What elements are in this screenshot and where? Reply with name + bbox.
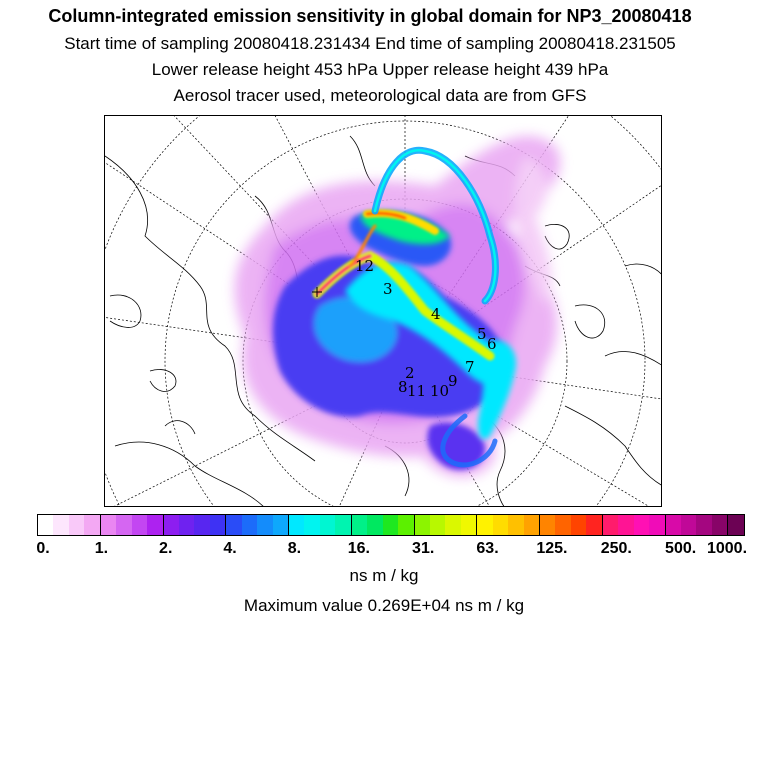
release-point-marker (312, 287, 322, 297)
colorbar (37, 514, 745, 536)
colorbar-tick-label: 0. (36, 540, 50, 557)
sensitivity-map: 12 3 4 5 6 7 8 9 10 11 2 (104, 115, 662, 507)
sensitivity-plume-cyan (345, 262, 506, 386)
tracer-info-line: Aerosol tracer used, meteorological data… (173, 86, 587, 105)
colorbar-ticks: 0. 1. 2. 4. 8. 16. 31. 63. 125. 250. 500. 1000. (0, 540, 768, 560)
colorbar-tick-label: 2. (159, 540, 173, 557)
trajectory-label: 10 (430, 382, 449, 400)
colorbar-segment (633, 515, 650, 535)
colorbar-tick-label: 4. (223, 540, 237, 557)
colorbar-segment (492, 515, 509, 535)
colorbar-segment (178, 515, 195, 535)
colorbar-segment (508, 515, 524, 535)
units-label: ns m / kg (349, 566, 419, 585)
colorbar-segment (257, 515, 273, 535)
colorbar-segment (272, 515, 289, 535)
colorbar-segment (319, 515, 336, 535)
colorbar-segment (711, 515, 729, 535)
trajectory-label: 5 (477, 325, 487, 343)
colorbar-segment (226, 515, 242, 535)
colorbar-segment (555, 515, 571, 535)
colorbar-segment (602, 515, 619, 535)
colorbar-segment (68, 515, 85, 535)
release-height-line: Lower release height 453 hPa Upper relea… (151, 60, 609, 79)
colorbar-segment (586, 515, 603, 535)
colorbar-segment (460, 515, 478, 535)
colorbar-tick-label: 63. (476, 540, 499, 557)
colorbar-segment (53, 515, 69, 535)
colorbar-segment (100, 515, 117, 535)
colorbar-tick-label: 8. (287, 540, 302, 557)
colorbar-segment (445, 515, 461, 535)
colorbar-segment (429, 515, 446, 535)
trajectory-label: 6 (487, 335, 497, 353)
map-title: Column-integrated emission sensitivity i… (48, 6, 692, 26)
trajectory-label: 3 (383, 280, 393, 298)
colorbar-segment (728, 515, 744, 535)
colorbar-tick-label: 250. (600, 540, 632, 557)
colorbar-segment (696, 515, 712, 535)
trajectory-label: 7 (465, 358, 475, 376)
colorbar-segment (289, 515, 305, 535)
colorbar-segment (523, 515, 540, 535)
colorbar-segment (84, 515, 101, 535)
colorbar-segment (398, 515, 415, 535)
colorbar-segment (382, 515, 399, 535)
colorbar-segment (194, 515, 210, 535)
colorbar-segment (241, 515, 258, 535)
colorbar-segment (209, 515, 227, 535)
trajectory-label: 4 (431, 305, 441, 323)
colorbar-segment (367, 515, 383, 535)
colorbar-segment (351, 515, 368, 535)
colorbar-tick-label: 1000. (706, 540, 748, 557)
colorbar-segment (618, 515, 634, 535)
trajectory-label: 12 (355, 257, 374, 275)
colorbar-segment (414, 515, 430, 535)
colorbar-segment (540, 515, 556, 535)
colorbar-tick-label: 125. (536, 540, 568, 557)
colorbar-segment (649, 515, 666, 535)
colorbar-segment (477, 515, 493, 535)
colorbar-tick-label: 16. (347, 540, 370, 557)
colorbar-segment (304, 515, 320, 535)
colorbar-segment (665, 515, 681, 535)
colorbar-tick-label: 1. (94, 540, 109, 557)
trajectory-label: 2 (405, 364, 415, 382)
trajectory-label: 9 (448, 372, 458, 390)
colorbar-tick-label: 31. (412, 540, 435, 557)
colorbar-segment (335, 515, 352, 535)
trajectory-labels: 12 3 4 5 6 7 8 9 10 11 2 (355, 257, 497, 400)
colorbar-segment (680, 515, 697, 535)
trajectory-label: 8 (398, 378, 408, 396)
colorbar-segment (163, 515, 179, 535)
colorbar-segment (131, 515, 148, 535)
colorbar-tick-label: 500. (665, 540, 697, 557)
sampling-time-line: Start time of sampling 20080418.231434 E… (64, 34, 676, 53)
maximum-value-label: Maximum value 0.269E+04 ns m / kg (243, 596, 525, 615)
colorbar-segment (570, 515, 587, 535)
colorbar-segment (38, 515, 54, 535)
colorbar-segment (147, 515, 164, 535)
colorbar-segment (116, 515, 132, 535)
trajectory-label: 11 (407, 382, 426, 400)
